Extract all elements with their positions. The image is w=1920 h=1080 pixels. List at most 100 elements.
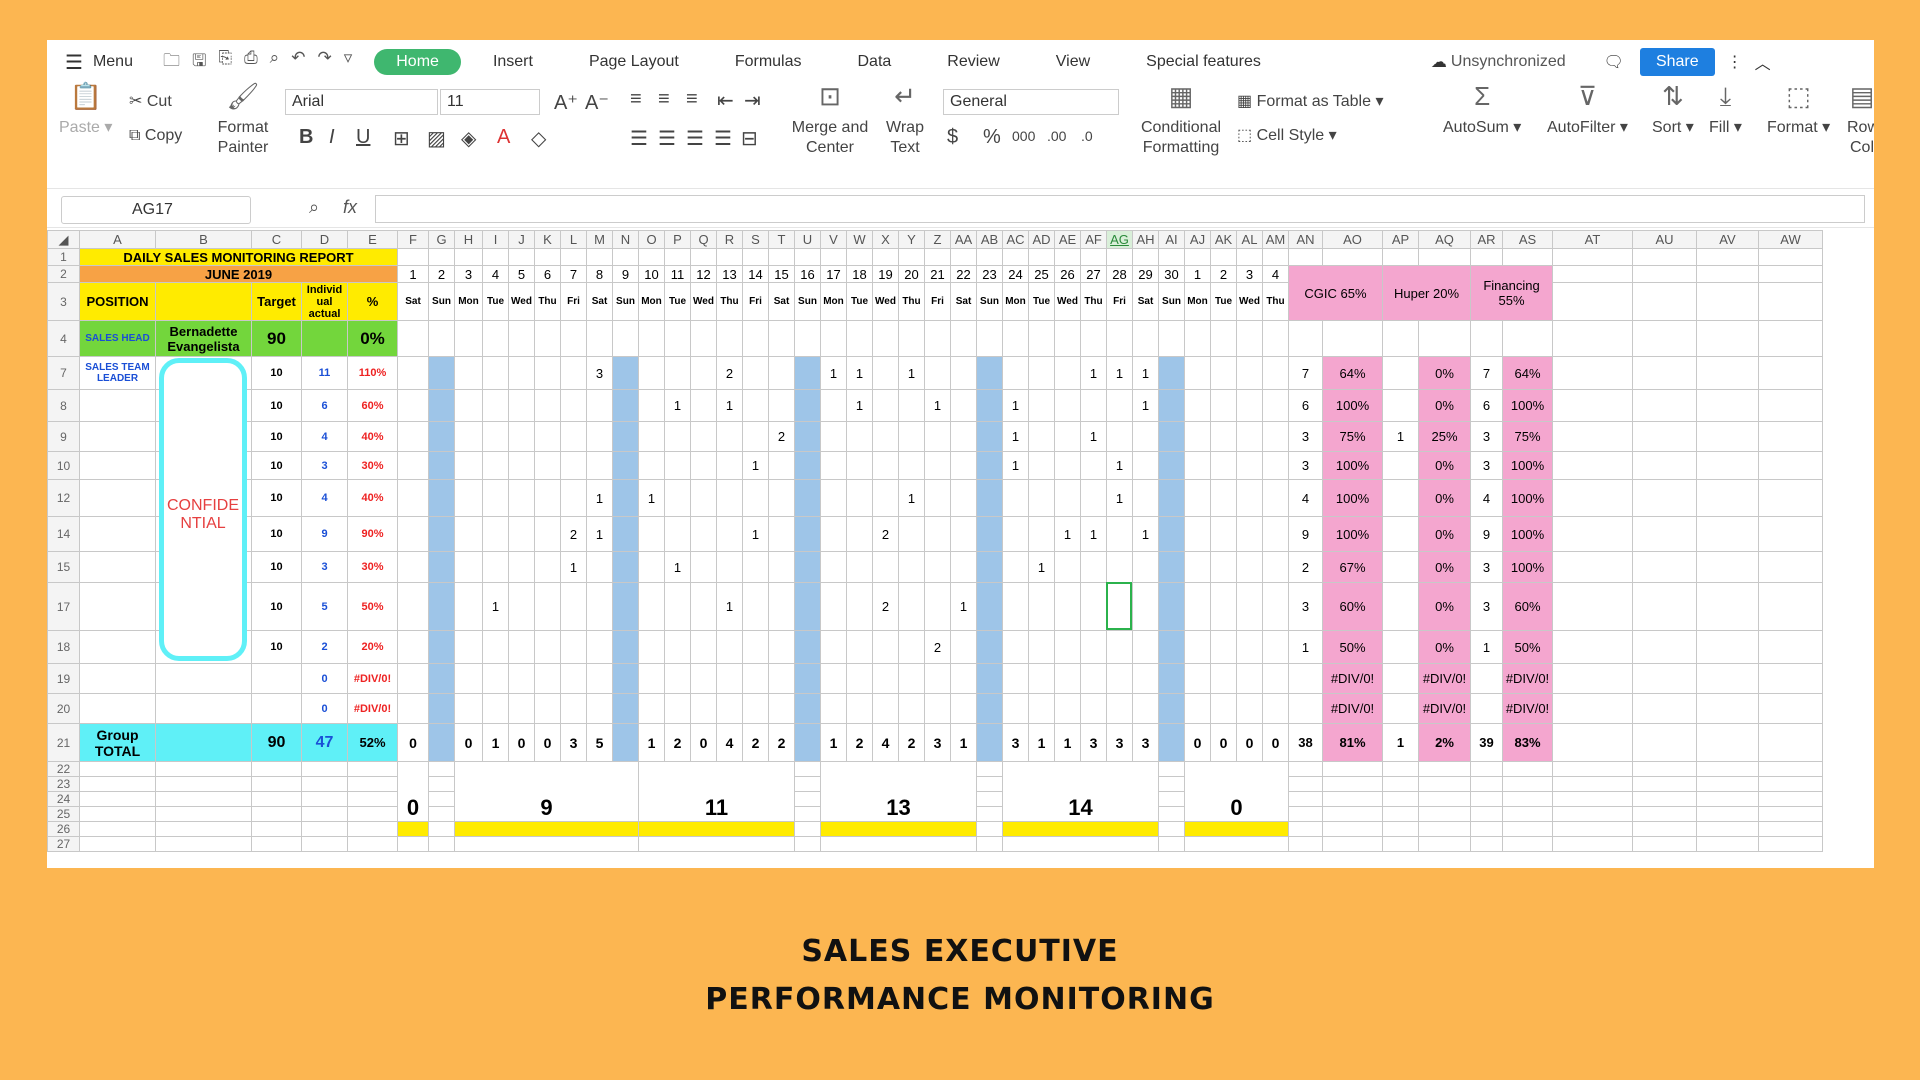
day-cell[interactable] [508,551,535,583]
percent-icon[interactable]: % [983,126,1001,148]
day-cell[interactable] [1080,663,1107,694]
day-cell[interactable] [1054,663,1081,694]
row-header[interactable]: 4 [47,320,80,357]
an-cell[interactable]: 3 [1288,421,1323,452]
day-cell[interactable] [482,356,509,390]
day-cell[interactable] [397,693,429,724]
ap-cell[interactable] [1382,516,1419,552]
day-cell[interactable] [1184,479,1211,517]
kebab-icon[interactable]: ⋮ [1726,54,1743,71]
cell[interactable] [1632,806,1697,822]
cell[interactable] [1758,836,1823,852]
day-cell[interactable] [690,516,717,552]
column-header[interactable]: AO [1322,230,1383,249]
cell[interactable] [155,761,252,777]
cell[interactable] [1758,320,1823,357]
align-center-icon[interactable]: ☰ [658,128,676,150]
day-cell[interactable] [534,451,561,480]
number-format-select[interactable]: General [943,89,1119,115]
ap-cell[interactable] [1382,389,1419,422]
day-cell[interactable] [1236,551,1263,583]
row-header[interactable]: 27 [47,836,80,852]
align-top-icon[interactable]: ≡ [630,88,642,110]
day-cell[interactable] [1106,630,1133,664]
cell[interactable] [950,248,977,266]
day-cell[interactable] [397,516,429,552]
day-cell[interactable] [1184,582,1211,631]
cell[interactable] [768,320,795,357]
ao-cell[interactable]: 100% [1322,389,1383,422]
aq-cell[interactable]: #DIV/0! [1418,693,1471,724]
column-header[interactable]: AA [950,230,977,249]
ao-cell[interactable]: 60% [1322,582,1383,631]
cell[interactable] [1758,791,1823,807]
pct-cell[interactable]: #DIV/0! [347,663,398,694]
cell[interactable] [898,248,925,266]
cell[interactable] [1054,248,1081,266]
tab-formulas[interactable]: Formulas [734,53,802,70]
cell[interactable] [586,248,613,266]
day-cell[interactable] [1028,582,1055,631]
cell[interactable] [1552,282,1633,321]
cell[interactable] [454,248,483,266]
cell[interactable] [1632,821,1697,837]
day-cell[interactable] [976,663,1003,694]
target-cell[interactable]: 10 [251,516,302,552]
cell[interactable] [794,836,821,852]
actual-cell[interactable]: 6 [301,389,348,422]
fx-icon[interactable]: fx [343,197,358,217]
row-header[interactable]: 21 [47,723,80,762]
cell[interactable] [1158,248,1185,266]
align-right-icon[interactable]: ☰ [686,128,704,150]
target-cell[interactable] [251,663,302,694]
day-cell[interactable] [1184,516,1211,552]
column-header[interactable]: O [638,230,665,249]
ao-cell[interactable]: 50% [1322,630,1383,664]
cell[interactable] [251,776,302,792]
day-cell[interactable] [1236,389,1263,422]
weekday[interactable]: Sat [1132,282,1159,321]
cell[interactable] [1470,248,1503,266]
weekday[interactable]: Mon [1184,282,1211,321]
cell[interactable] [924,320,951,357]
day-cell[interactable] [482,630,509,664]
day-cell[interactable] [612,479,639,517]
cell[interactable] [1288,776,1323,792]
column-header[interactable]: AI [1158,230,1185,249]
cell[interactable] [428,791,455,807]
weekday[interactable]: Tue [1210,282,1237,321]
day-cell[interactable] [872,551,899,583]
day-cell[interactable]: 1 [1080,356,1107,390]
day-cell[interactable] [508,630,535,664]
weekday[interactable]: Thu [1262,282,1289,321]
day-cell[interactable]: 1 [950,582,977,631]
day-cell[interactable] [690,582,717,631]
cell[interactable] [742,248,769,266]
cell[interactable] [1158,836,1185,852]
day-cell[interactable] [534,582,561,631]
cell[interactable] [251,836,302,852]
cell[interactable] [1696,776,1759,792]
cell[interactable] [1502,836,1553,852]
position-cell[interactable] [79,479,156,517]
day-cell[interactable] [1236,663,1263,694]
cell[interactable] [508,248,535,266]
cell[interactable] [1552,630,1633,664]
aq-cell[interactable]: 0% [1418,389,1471,422]
day-cell[interactable] [1080,389,1107,422]
pct-cell[interactable]: 30% [347,451,398,480]
cell[interactable] [1322,821,1383,837]
column-header[interactable]: H [454,230,483,249]
column-header[interactable]: AK [1210,230,1237,249]
cell[interactable] [1758,582,1823,631]
cell[interactable] [1696,723,1759,762]
day-number[interactable]: 15 [768,265,795,283]
cell[interactable] [1696,389,1759,422]
day-cell[interactable] [1028,663,1055,694]
day-cell[interactable] [924,451,951,480]
day-cell[interactable] [976,421,1003,452]
as-cell[interactable]: #DIV/0! [1502,663,1553,694]
day-cell[interactable] [768,663,795,694]
cell[interactable] [79,836,156,852]
day-cell[interactable] [638,451,665,480]
